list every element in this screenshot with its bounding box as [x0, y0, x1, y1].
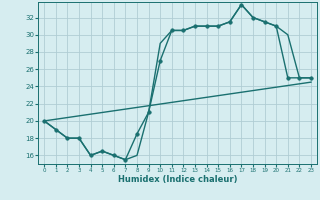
X-axis label: Humidex (Indice chaleur): Humidex (Indice chaleur)	[118, 175, 237, 184]
